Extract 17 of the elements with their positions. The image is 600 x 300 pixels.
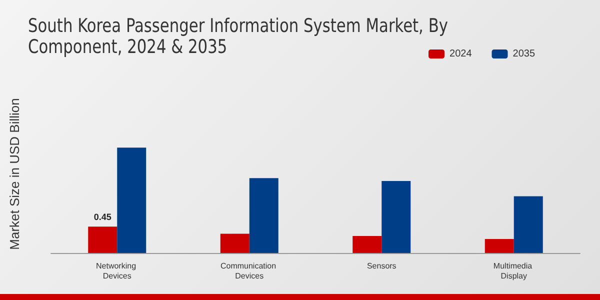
legend-label: 2024 [450, 48, 472, 60]
bar [117, 148, 146, 253]
x-tick-label: Multimedia Display [493, 262, 534, 280]
bar [382, 181, 411, 253]
x-tick-label: Sensors [366, 262, 396, 270]
x-tick-label: Communication Devices [220, 262, 278, 280]
y-axis-title: Market Size in USD Billion [7, 98, 22, 250]
x-tick-label: Networking Devices [96, 262, 138, 280]
bar [514, 196, 543, 253]
bar [220, 234, 250, 253]
bar [249, 178, 278, 253]
bar [88, 226, 118, 253]
data-label: 0.45 [94, 212, 112, 222]
bar [352, 236, 382, 253]
chart-title: South Korea Passenger Information System Market, By Component, 2024 & 2035 [28, 15, 448, 58]
legend-label: 2035 [512, 48, 536, 60]
bar [484, 238, 514, 253]
